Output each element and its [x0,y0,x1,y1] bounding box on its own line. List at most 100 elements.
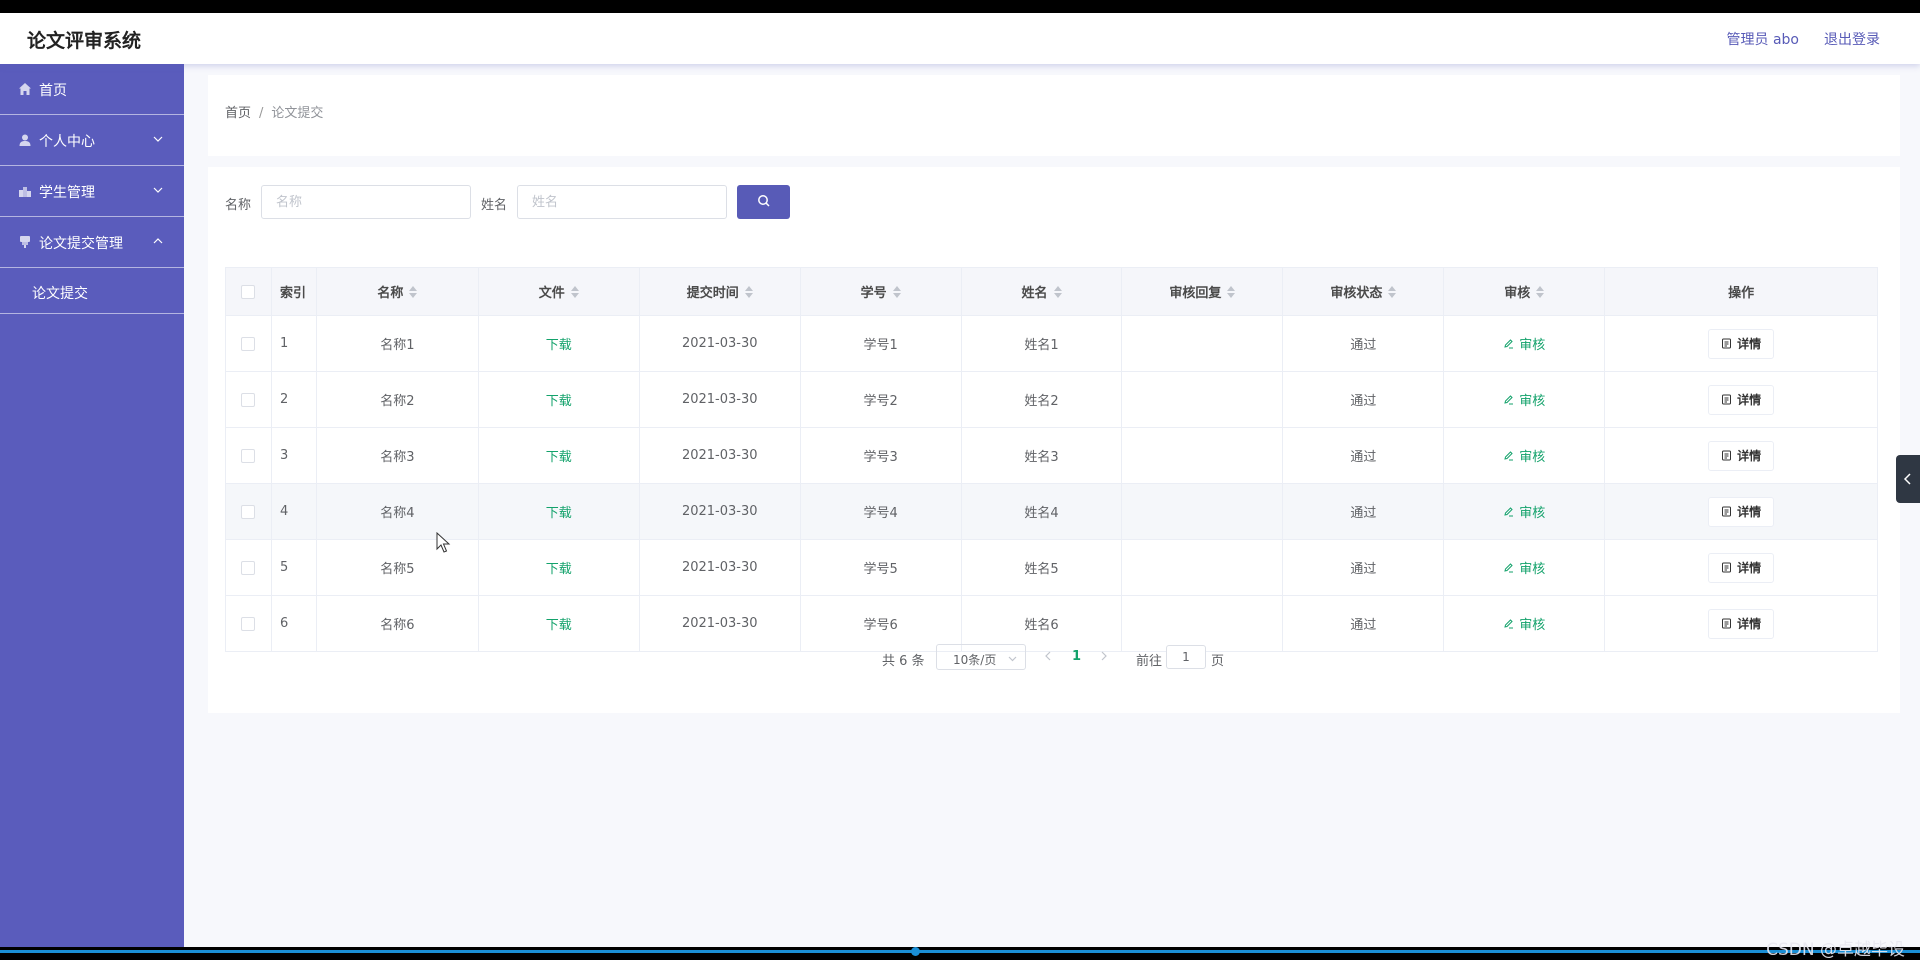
table-row[interactable]: 4 名称4 下载 2021-03-30 学号4 姓名4 通过 审核 详情 [226,484,1879,540]
column-header-review[interactable]: 审核 [1444,268,1606,315]
sort-icon[interactable] [570,285,579,299]
column-header-label: 审核状态 [1330,286,1383,301]
sort-icon[interactable] [409,285,418,299]
sort-icon[interactable] [1536,285,1545,299]
column-header-person-name[interactable]: 姓名 [962,268,1123,315]
detail-button[interactable]: 详情 [1708,384,1775,415]
row-checkbox[interactable] [241,448,256,463]
breadcrumb-home[interactable]: 首页 [225,106,252,121]
prev-page-button[interactable] [1044,650,1052,665]
index-cell: 2 [272,372,317,427]
column-header-review-reply[interactable]: 审核回复 [1122,268,1284,315]
table-row[interactable]: 5 名称5 下载 2021-03-30 学号5 姓名5 通过 审核 详情 [226,540,1879,596]
review-status-cell: 通过 [1283,484,1445,539]
index-cell: 4 [272,484,317,539]
column-header-actions: 操作 [1605,268,1879,315]
review-button[interactable]: 审核 [1503,390,1545,409]
table-row[interactable]: 3 名称3 下载 2021-03-30 学号3 姓名3 通过 审核 详情 [226,428,1879,484]
review-button[interactable]: 审核 [1503,446,1545,465]
person-name-cell: 姓名2 [962,372,1123,427]
sidebar-item-student-management[interactable]: 学生管理 [0,166,184,217]
sort-icon[interactable] [744,285,753,299]
row-checkbox[interactable] [241,560,256,575]
next-page-button[interactable] [1100,650,1108,665]
sidebar-item-label: 首页 [39,83,67,99]
mouse-cursor-icon [436,532,451,553]
top-bar: 论文评审系统 管理员 abo 退出登录 [0,13,1920,64]
review-cell: 审核 [1444,372,1606,427]
column-header-student-id[interactable]: 学号 [801,268,962,315]
download-link[interactable]: 下载 [545,450,572,465]
review-button[interactable]: 审核 [1503,558,1545,577]
row-checkbox[interactable] [241,504,256,519]
file-cell: 下载 [479,372,640,427]
table-row[interactable]: 6 名称6 下载 2021-03-30 学号6 姓名6 通过 审核 详情 [226,596,1879,652]
side-panel-toggle[interactable] [1896,455,1920,503]
review-reply-cell [1122,540,1284,595]
column-header-submit-time[interactable]: 提交时间 [640,268,801,315]
sidebar-subitem-paper-submission[interactable]: 论文提交 [0,268,184,314]
review-reply-cell [1122,596,1284,651]
row-select-cell [226,540,272,595]
sort-icon[interactable] [892,285,901,299]
column-header-file[interactable]: 文件 [479,268,640,315]
admin-label: 管理员 abo [1726,32,1799,48]
document-icon [1722,618,1732,629]
detail-button[interactable]: 详情 [1708,440,1775,471]
sidebar-item-label: 学生管理 [39,185,95,201]
video-progress-bar[interactable] [0,947,1920,960]
sidebar-item-home[interactable]: 首页 [0,64,184,115]
sort-icon[interactable] [1053,285,1062,299]
column-header-name[interactable]: 名称 [317,268,479,315]
download-link[interactable]: 下载 [545,506,572,521]
download-link[interactable]: 下载 [545,338,572,353]
sidebar-item-paper-submission-management[interactable]: 论文提交管理 [0,217,184,268]
row-checkbox[interactable] [241,336,256,351]
file-cell: 下载 [479,484,640,539]
page-number-button[interactable]: 1 [1072,649,1082,664]
review-cell: 审核 [1444,316,1606,371]
sidebar-item-personal-center[interactable]: 个人中心 [0,115,184,166]
search-button[interactable] [737,185,790,219]
detail-button[interactable]: 详情 [1708,608,1775,639]
breadcrumb: 首页 / 论文提交 [225,102,323,121]
review-cell: 审核 [1444,484,1606,539]
logout-link[interactable]: 退出登录 [1824,32,1880,48]
download-link[interactable]: 下载 [545,394,572,409]
download-link[interactable]: 下载 [545,618,572,633]
detail-label: 详情 [1737,393,1762,407]
chevron-down-icon [153,187,163,193]
review-button[interactable]: 审核 [1503,502,1545,521]
progress-handle[interactable] [911,947,920,956]
document-icon [1722,506,1732,517]
row-checkbox[interactable] [241,616,256,631]
download-link[interactable]: 下载 [545,562,572,577]
column-header-review-status[interactable]: 审核状态 [1283,268,1445,315]
page-size-select[interactable]: 10条/页 [936,644,1026,670]
detail-button[interactable]: 详情 [1708,552,1775,583]
person-search-input[interactable] [517,185,727,219]
table-row[interactable]: 1 名称1 下载 2021-03-30 学号1 姓名1 通过 审核 详情 [226,316,1879,372]
document-icon [1722,562,1732,573]
sort-icon[interactable] [1227,285,1236,299]
detail-label: 详情 [1737,561,1762,575]
detail-button[interactable]: 详情 [1708,496,1775,527]
review-button[interactable]: 审核 [1503,334,1545,353]
table-row[interactable]: 2 名称2 下载 2021-03-30 学号2 姓名2 通过 审核 详情 [226,372,1879,428]
student-id-cell: 学号3 [801,428,962,483]
student-id-cell: 学号4 [801,484,962,539]
students-icon [19,187,31,197]
name-search-input[interactable] [261,185,471,219]
submit-time-cell: 2021-03-30 [640,428,801,483]
review-status-cell: 通过 [1283,316,1445,371]
submit-time-cell: 2021-03-30 [640,596,801,651]
detail-button[interactable]: 详情 [1708,328,1775,359]
goto-suffix: 页 [1211,654,1225,669]
edit-icon [1504,395,1514,405]
content-panel: 名称 姓名 索引 名称 文件 提交时间 学号 姓名 审核回复 审核状态 审核 操… [208,167,1900,713]
sort-icon[interactable] [1388,285,1397,299]
review-button[interactable]: 审核 [1503,614,1545,633]
select-all-checkbox[interactable] [241,284,256,299]
goto-page-input[interactable] [1166,645,1206,669]
row-checkbox[interactable] [241,392,256,407]
